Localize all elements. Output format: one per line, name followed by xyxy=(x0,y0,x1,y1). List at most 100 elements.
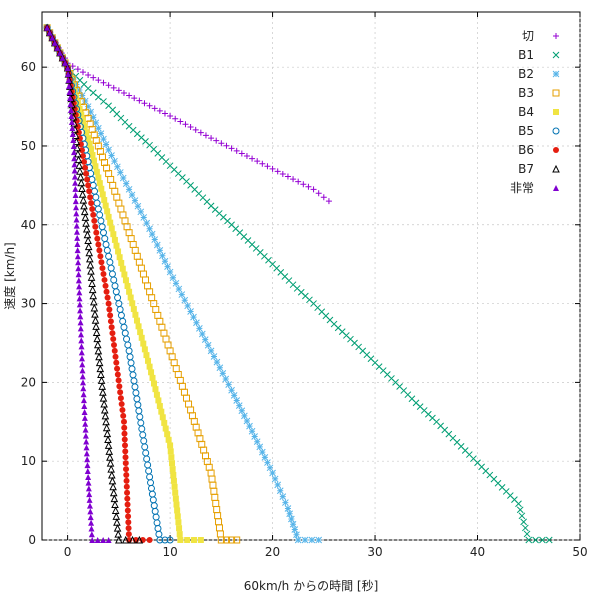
data-point xyxy=(74,253,81,260)
data-point xyxy=(156,247,164,254)
data-point xyxy=(122,180,130,188)
data-point xyxy=(127,294,134,301)
data-point xyxy=(78,190,87,198)
data-point xyxy=(64,64,71,71)
legend-label: B6 xyxy=(518,143,534,157)
data-point xyxy=(515,500,522,508)
data-point xyxy=(120,412,127,419)
data-point xyxy=(518,512,526,520)
data-point xyxy=(116,169,124,176)
data-point xyxy=(169,274,177,282)
data-point xyxy=(520,518,527,526)
data-point xyxy=(80,201,88,210)
data-point xyxy=(92,322,100,330)
data-point xyxy=(123,466,130,473)
data-point xyxy=(172,495,179,502)
data-point xyxy=(539,536,546,544)
data-point xyxy=(131,197,139,204)
y-tick-label: 20 xyxy=(21,375,36,389)
data-point xyxy=(315,190,322,197)
data-point xyxy=(88,525,95,532)
data-point xyxy=(85,248,94,257)
legend-label: B2 xyxy=(518,67,534,81)
data-point xyxy=(164,431,171,438)
data-point xyxy=(187,124,194,131)
data-point xyxy=(102,423,111,432)
data-point xyxy=(100,399,108,408)
y-tick-label: 10 xyxy=(21,454,36,468)
data-point xyxy=(301,536,309,544)
data-point xyxy=(68,118,75,125)
data-point xyxy=(69,130,76,137)
data-point xyxy=(251,433,258,440)
data-point xyxy=(115,248,122,255)
plot-area xyxy=(41,11,581,541)
data-point xyxy=(172,115,179,122)
data-point xyxy=(294,536,302,544)
data-point xyxy=(146,102,153,109)
data-point xyxy=(230,392,238,399)
data-point xyxy=(190,313,197,321)
data-point xyxy=(120,89,127,96)
data-point xyxy=(131,95,138,102)
data-point xyxy=(89,114,97,121)
legend-label: B4 xyxy=(518,105,534,119)
data-point xyxy=(106,459,115,467)
data-point xyxy=(95,77,102,84)
data-point xyxy=(149,374,156,381)
data-point xyxy=(90,157,97,164)
data-point xyxy=(75,277,82,284)
data-point xyxy=(66,82,73,89)
data-point xyxy=(176,531,183,538)
data-point xyxy=(109,330,116,337)
data-point xyxy=(143,352,150,359)
data-point xyxy=(243,153,250,160)
data-point xyxy=(282,499,289,506)
data-point xyxy=(168,454,175,461)
data-point xyxy=(187,308,194,315)
data-point xyxy=(140,340,147,347)
data-point xyxy=(137,208,145,216)
data-point xyxy=(223,142,230,149)
data-point xyxy=(83,444,90,451)
data-point xyxy=(111,157,118,165)
data-point xyxy=(121,271,128,278)
data-point xyxy=(162,425,169,432)
data-point xyxy=(72,179,79,186)
data-point xyxy=(111,347,118,354)
data-point xyxy=(84,236,92,245)
data-point xyxy=(121,430,128,437)
data-point xyxy=(91,217,98,224)
data-point xyxy=(122,277,129,284)
data-point xyxy=(99,394,108,402)
data-point xyxy=(110,84,117,91)
legend-label: 非常 xyxy=(510,181,534,195)
data-point xyxy=(176,525,183,532)
data-point xyxy=(133,317,140,324)
data-point xyxy=(71,173,78,180)
data-point xyxy=(291,526,299,533)
y-tick-label: 60 xyxy=(21,60,36,74)
data-point xyxy=(120,418,127,425)
data-point xyxy=(81,403,88,410)
data-point xyxy=(198,330,206,338)
data-point xyxy=(77,178,86,187)
data-point xyxy=(90,211,97,218)
data-point xyxy=(87,194,94,201)
data-point xyxy=(156,403,163,410)
data-point xyxy=(192,126,199,133)
data-point xyxy=(136,97,143,104)
data-point xyxy=(87,508,94,515)
data-point xyxy=(122,460,129,467)
data-point xyxy=(105,537,112,543)
data-point xyxy=(78,343,85,350)
data-point xyxy=(105,447,114,455)
data-point xyxy=(76,295,83,302)
data-point xyxy=(73,222,80,229)
data-point xyxy=(73,216,80,223)
data-point xyxy=(101,276,108,283)
data-point xyxy=(106,453,114,461)
data-point xyxy=(225,381,233,388)
data-point xyxy=(94,346,103,355)
data-point xyxy=(79,379,86,386)
